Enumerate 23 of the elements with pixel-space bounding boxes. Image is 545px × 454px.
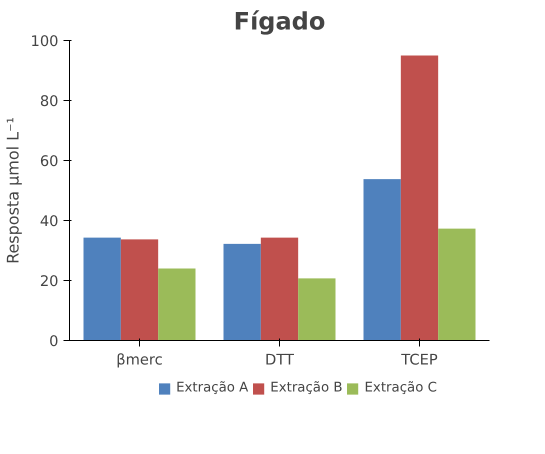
- legend-label: Extração B: [270, 380, 343, 396]
- y-tick-label: 20: [40, 273, 59, 290]
- bar: [298, 278, 336, 340]
- bar: [260, 238, 298, 340]
- y-tick-label: 0: [49, 333, 59, 350]
- bar: [400, 56, 438, 340]
- y-tick-label: 40: [40, 213, 59, 230]
- bar: [224, 244, 261, 340]
- bar: [438, 228, 476, 340]
- x-tick-label: TCEP: [400, 352, 438, 368]
- y-axis-title: Resposta µmol L⁻¹: [4, 117, 23, 264]
- x-tick-label: βmerc: [116, 352, 163, 368]
- chart-title: Fígado: [234, 8, 326, 36]
- y-tick-label: 60: [40, 153, 59, 170]
- x-tick-label: DTT: [265, 352, 294, 368]
- y-tick-label: 80: [40, 93, 59, 110]
- bar: [364, 179, 401, 340]
- legend-label: Extração C: [364, 380, 437, 396]
- legend-label: Extração A: [176, 380, 248, 396]
- y-tick-label: 100: [30, 33, 59, 50]
- bar: [158, 268, 196, 340]
- bar: [120, 239, 158, 340]
- bar: [84, 238, 121, 340]
